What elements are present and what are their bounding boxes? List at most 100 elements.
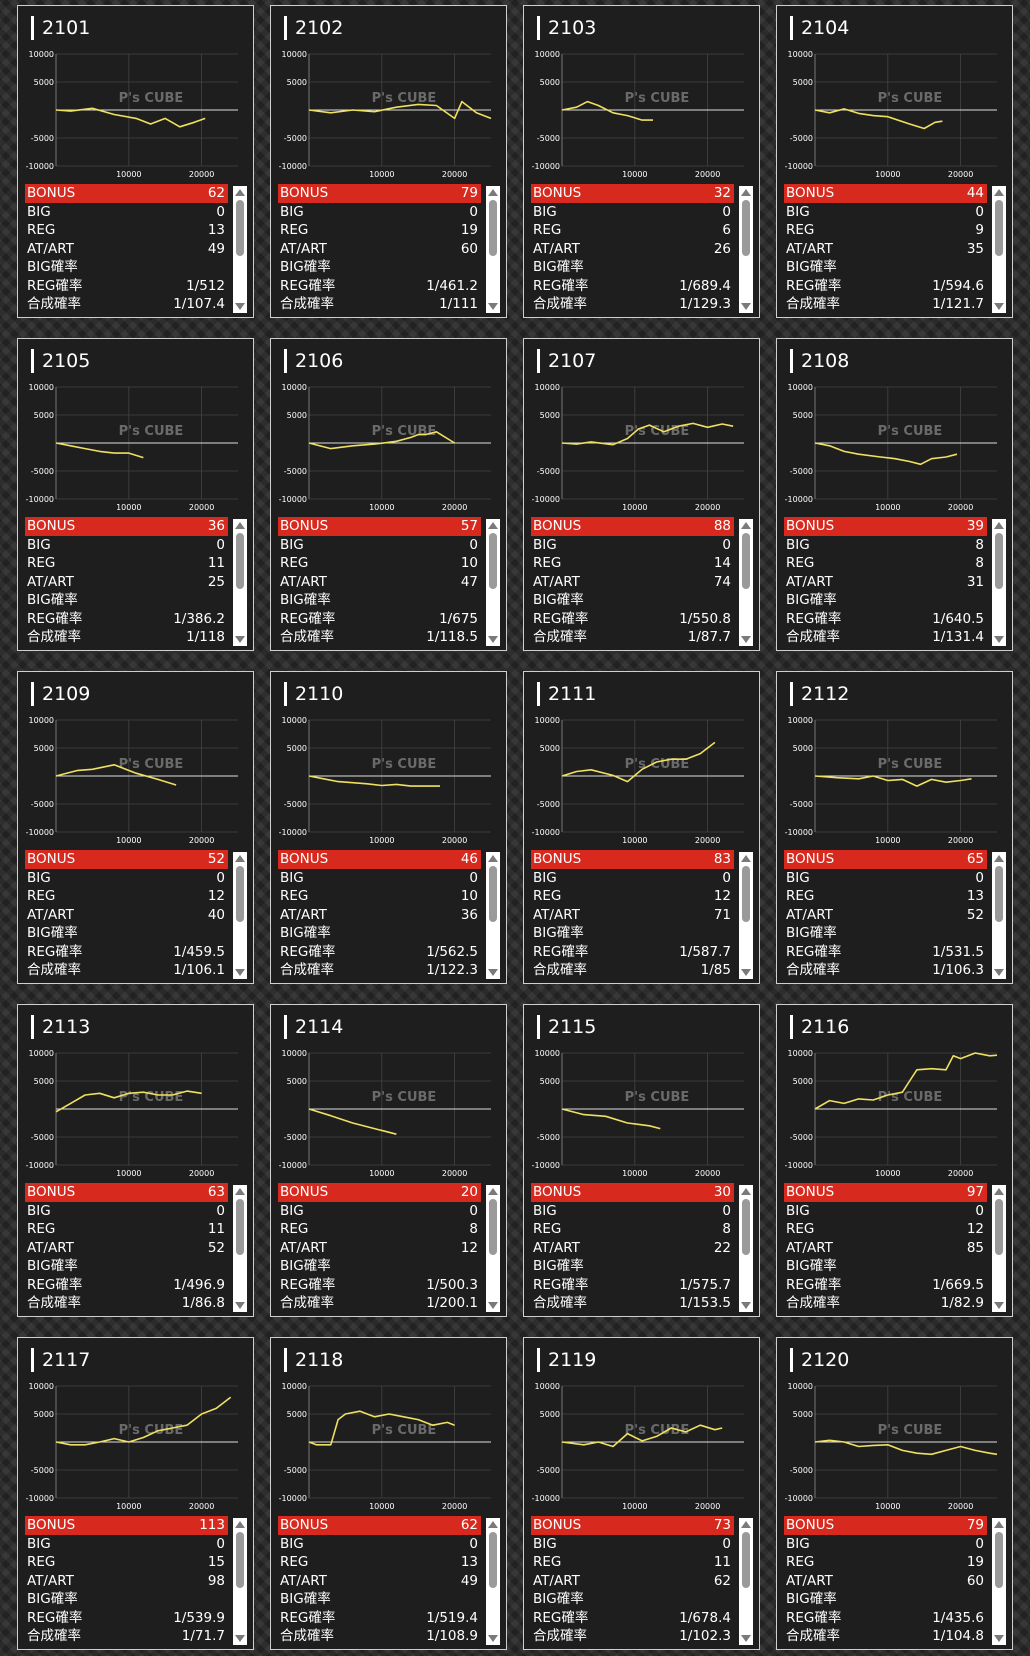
scroll-thumb[interactable]: [995, 866, 1003, 922]
scroll-up-arrow-icon[interactable]: [235, 1188, 245, 1195]
scroll-down-arrow-icon[interactable]: [488, 1302, 498, 1309]
stats-scrollbar[interactable]: [739, 1185, 753, 1312]
stats-scrollbar[interactable]: [233, 186, 247, 313]
stats-scrollbar[interactable]: [992, 852, 1006, 979]
scroll-up-arrow-icon[interactable]: [488, 522, 498, 529]
stats-scrollbar[interactable]: [992, 1185, 1006, 1312]
scroll-up-arrow-icon[interactable]: [488, 189, 498, 196]
machine-card[interactable]: 2105 P's CUBE 10000 5000 -5000 -10000 10000 200…: [17, 338, 254, 651]
scroll-up-arrow-icon[interactable]: [741, 855, 751, 862]
scroll-down-arrow-icon[interactable]: [994, 636, 1004, 643]
stats-scrollbar[interactable]: [486, 852, 500, 979]
scroll-down-arrow-icon[interactable]: [994, 969, 1004, 976]
scroll-up-arrow-icon[interactable]: [235, 1521, 245, 1528]
scroll-thumb[interactable]: [742, 1532, 750, 1588]
stats-scrollbar[interactable]: [992, 519, 1006, 646]
stats-scrollbar[interactable]: [233, 852, 247, 979]
scroll-up-arrow-icon[interactable]: [235, 189, 245, 196]
scroll-up-arrow-icon[interactable]: [741, 189, 751, 196]
scroll-up-arrow-icon[interactable]: [994, 1188, 1004, 1195]
scroll-up-arrow-icon[interactable]: [994, 189, 1004, 196]
stats-scrollbar[interactable]: [233, 1185, 247, 1312]
stats-scrollbar[interactable]: [739, 186, 753, 313]
scroll-thumb[interactable]: [995, 1532, 1003, 1588]
scroll-up-arrow-icon[interactable]: [488, 1521, 498, 1528]
machine-card[interactable]: 2103 P's CUBE 10000 5000 -5000 -10000 10000 200…: [523, 5, 760, 318]
scroll-thumb[interactable]: [236, 1532, 244, 1588]
machine-card[interactable]: 2115 P's CUBE 10000 5000 -5000 -10000 10000 200…: [523, 1004, 760, 1317]
scroll-up-arrow-icon[interactable]: [235, 855, 245, 862]
machine-card[interactable]: 2114 P's CUBE 10000 5000 -5000 -10000 10000 200…: [270, 1004, 507, 1317]
scroll-thumb[interactable]: [742, 866, 750, 922]
scroll-down-arrow-icon[interactable]: [488, 1635, 498, 1642]
scroll-thumb[interactable]: [489, 866, 497, 922]
scroll-thumb[interactable]: [995, 1199, 1003, 1255]
scroll-down-arrow-icon[interactable]: [741, 636, 751, 643]
scroll-up-arrow-icon[interactable]: [741, 522, 751, 529]
machine-card[interactable]: 2116 P's CUBE 10000 5000 -5000 -10000 10000 200…: [776, 1004, 1013, 1317]
machine-card[interactable]: 2109 P's CUBE 10000 5000 -5000 -10000 10000 200…: [17, 671, 254, 984]
scroll-down-arrow-icon[interactable]: [235, 303, 245, 310]
scroll-down-arrow-icon[interactable]: [741, 1302, 751, 1309]
stats-scrollbar[interactable]: [992, 1518, 1006, 1645]
scroll-up-arrow-icon[interactable]: [741, 1188, 751, 1195]
stats-scrollbar[interactable]: [233, 1518, 247, 1645]
scroll-down-arrow-icon[interactable]: [994, 1302, 1004, 1309]
machine-card[interactable]: 2101 P's CUBE 10000 5000 -5000 -10000 10000 200…: [17, 5, 254, 318]
machine-card[interactable]: 2119 P's CUBE 10000 5000 -5000 -10000 10000 200…: [523, 1337, 760, 1650]
scroll-down-arrow-icon[interactable]: [741, 303, 751, 310]
scroll-down-arrow-icon[interactable]: [235, 1302, 245, 1309]
machine-card[interactable]: 2106 P's CUBE 10000 5000 -5000 -10000 10000 200…: [270, 338, 507, 651]
scroll-down-arrow-icon[interactable]: [994, 303, 1004, 310]
machine-card[interactable]: 2112 P's CUBE 10000 5000 -5000 -10000 10000 200…: [776, 671, 1013, 984]
scroll-thumb[interactable]: [236, 533, 244, 589]
scroll-thumb[interactable]: [489, 1532, 497, 1588]
machine-card[interactable]: 2118 P's CUBE 10000 5000 -5000 -10000 10000 200…: [270, 1337, 507, 1650]
machine-card[interactable]: 2120 P's CUBE 10000 5000 -5000 -10000 10000 200…: [776, 1337, 1013, 1650]
scroll-thumb[interactable]: [236, 200, 244, 256]
scroll-thumb[interactable]: [489, 533, 497, 589]
scroll-up-arrow-icon[interactable]: [235, 522, 245, 529]
machine-card[interactable]: 2110 P's CUBE 10000 5000 -5000 -10000 10000 200…: [270, 671, 507, 984]
scroll-up-arrow-icon[interactable]: [741, 1521, 751, 1528]
stats-scrollbar[interactable]: [486, 1518, 500, 1645]
scroll-up-arrow-icon[interactable]: [994, 855, 1004, 862]
scroll-thumb[interactable]: [236, 866, 244, 922]
scroll-up-arrow-icon[interactable]: [488, 855, 498, 862]
scroll-down-arrow-icon[interactable]: [235, 636, 245, 643]
scroll-thumb[interactable]: [489, 1199, 497, 1255]
scroll-down-arrow-icon[interactable]: [235, 969, 245, 976]
machine-card[interactable]: 2117 P's CUBE 10000 5000 -5000 -10000 10000 200…: [17, 1337, 254, 1650]
scroll-down-arrow-icon[interactable]: [488, 969, 498, 976]
scroll-thumb[interactable]: [742, 200, 750, 256]
machine-card[interactable]: 2108 P's CUBE 10000 5000 -5000 -10000 10000 200…: [776, 338, 1013, 651]
machine-card[interactable]: 2113 P's CUBE 10000 5000 -5000 -10000 10000 200…: [17, 1004, 254, 1317]
scroll-down-arrow-icon[interactable]: [741, 1635, 751, 1642]
scroll-down-arrow-icon[interactable]: [741, 969, 751, 976]
scroll-thumb[interactable]: [489, 200, 497, 256]
scroll-thumb[interactable]: [742, 533, 750, 589]
scroll-down-arrow-icon[interactable]: [994, 1635, 1004, 1642]
machine-card[interactable]: 2102 P's CUBE 10000 5000 -5000 -10000 10000 200…: [270, 5, 507, 318]
machine-card[interactable]: 2107 P's CUBE 10000 5000 -5000 -10000 10000 200…: [523, 338, 760, 651]
machine-card[interactable]: 2111 P's CUBE 10000 5000 -5000 -10000 10000 200…: [523, 671, 760, 984]
scroll-thumb[interactable]: [995, 200, 1003, 256]
stats-scrollbar[interactable]: [486, 186, 500, 313]
stats-scrollbar[interactable]: [486, 1185, 500, 1312]
scroll-down-arrow-icon[interactable]: [488, 636, 498, 643]
stats-scrollbar[interactable]: [992, 186, 1006, 313]
stats-scrollbar[interactable]: [739, 1518, 753, 1645]
scroll-up-arrow-icon[interactable]: [994, 522, 1004, 529]
stats-scrollbar[interactable]: [739, 519, 753, 646]
scroll-thumb[interactable]: [995, 533, 1003, 589]
stats-scrollbar[interactable]: [486, 519, 500, 646]
stats-scrollbar[interactable]: [739, 852, 753, 979]
scroll-down-arrow-icon[interactable]: [235, 1635, 245, 1642]
scroll-down-arrow-icon[interactable]: [488, 303, 498, 310]
machine-card[interactable]: 2104 P's CUBE 10000 5000 -5000 -10000 10000 200…: [776, 5, 1013, 318]
scroll-up-arrow-icon[interactable]: [488, 1188, 498, 1195]
stats-scrollbar[interactable]: [233, 519, 247, 646]
scroll-thumb[interactable]: [236, 1199, 244, 1255]
scroll-up-arrow-icon[interactable]: [994, 1521, 1004, 1528]
scroll-thumb[interactable]: [742, 1199, 750, 1255]
